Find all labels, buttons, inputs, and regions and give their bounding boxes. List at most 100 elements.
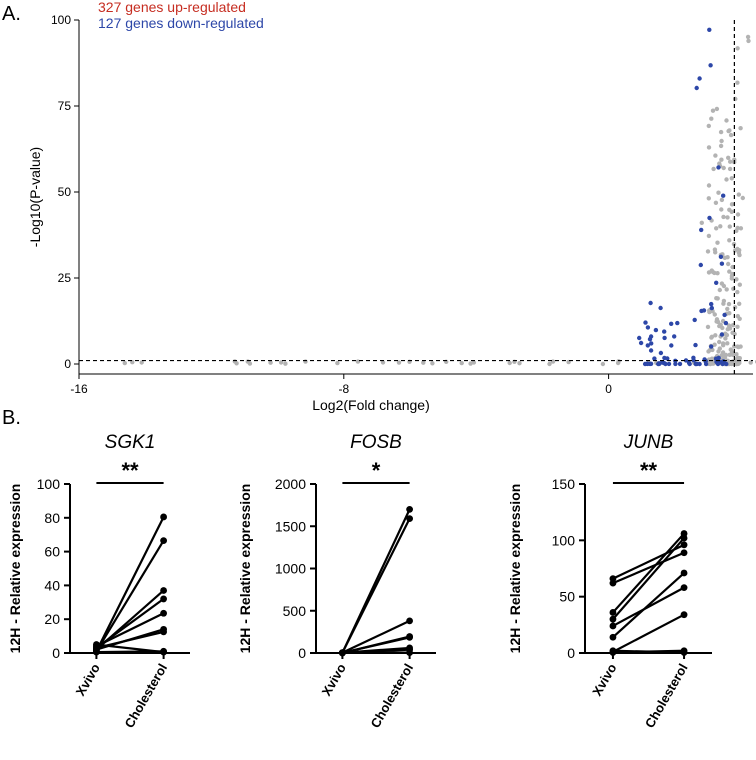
data-point xyxy=(726,155,731,160)
xvivo-point xyxy=(609,579,617,587)
data-point xyxy=(715,240,720,245)
y-tick-label: 100 xyxy=(51,13,71,27)
data-point xyxy=(732,344,737,349)
data-point xyxy=(733,96,738,102)
data-point xyxy=(709,116,714,121)
data-point xyxy=(738,344,743,349)
data-point xyxy=(706,183,712,188)
data-point xyxy=(693,342,698,348)
data-point xyxy=(719,207,724,212)
cholesterol-point xyxy=(680,534,688,542)
data-point xyxy=(705,249,711,254)
data-point xyxy=(737,301,742,306)
data-point xyxy=(723,336,728,341)
data-point xyxy=(707,309,712,315)
xvivo-point xyxy=(93,648,100,656)
cholesterol-point xyxy=(160,537,168,545)
data-point xyxy=(683,358,689,363)
data-point xyxy=(694,85,699,91)
data-point xyxy=(732,305,738,310)
y-tick-label: 0 xyxy=(64,357,71,371)
pair-line xyxy=(612,649,685,654)
data-point xyxy=(730,264,735,270)
cholesterol-point xyxy=(406,505,413,513)
y-tick-label: 500 xyxy=(283,603,307,619)
data-point xyxy=(666,361,672,367)
data-point xyxy=(730,352,735,357)
y-axis-title: 12H - Relative expression xyxy=(7,484,23,654)
cholesterol-point xyxy=(160,648,168,656)
data-point xyxy=(724,118,729,123)
data-point xyxy=(724,332,730,338)
cholesterol-point xyxy=(406,649,413,656)
data-point xyxy=(643,320,648,325)
data-point xyxy=(459,360,464,366)
plot-title: FOSB xyxy=(350,432,402,453)
cholesterol-point xyxy=(680,569,688,577)
data-point xyxy=(703,361,709,367)
data-point xyxy=(710,347,715,353)
cholesterol-point xyxy=(406,515,413,523)
data-point xyxy=(396,360,402,365)
x-category-label: Cholesterol xyxy=(367,661,416,730)
y-tick-label: 0 xyxy=(52,645,60,661)
data-point xyxy=(713,356,719,361)
cholesterol-point xyxy=(680,549,688,557)
significance-stars: ** xyxy=(640,458,658,483)
x-category-label: Xvivo xyxy=(73,661,103,699)
y-tick-label: 40 xyxy=(44,577,60,593)
data-point xyxy=(719,138,724,144)
data-point xyxy=(335,360,340,366)
y-tick-label: 1500 xyxy=(275,518,306,534)
data-point xyxy=(714,226,719,231)
data-point xyxy=(726,301,732,307)
pair-line xyxy=(95,612,165,648)
data-point xyxy=(718,224,723,229)
data-point xyxy=(729,209,734,214)
x-category-label: Cholesterol xyxy=(121,661,170,730)
data-point xyxy=(726,261,731,267)
data-point xyxy=(716,190,721,195)
data-point xyxy=(737,282,742,287)
data-point xyxy=(726,128,731,134)
pair-line xyxy=(612,572,685,639)
data-point xyxy=(699,227,704,233)
data-point xyxy=(268,360,273,365)
data-point xyxy=(748,360,753,365)
data-point xyxy=(724,177,729,182)
data-point xyxy=(736,192,741,197)
y-tick-label: 75 xyxy=(58,99,72,113)
x-tick-label: -16 xyxy=(70,382,88,396)
data-point xyxy=(706,196,711,201)
data-point xyxy=(663,361,668,367)
data-point xyxy=(713,153,718,158)
pair-line xyxy=(95,540,165,652)
data-point xyxy=(122,360,128,366)
data-point xyxy=(698,262,703,268)
data-point xyxy=(648,348,654,353)
data-point xyxy=(715,271,720,276)
data-point xyxy=(648,361,654,366)
data-point xyxy=(701,308,707,313)
data-point xyxy=(717,287,722,293)
data-point xyxy=(720,361,725,367)
data-point xyxy=(694,361,700,367)
xvivo-point xyxy=(609,615,617,623)
data-point xyxy=(380,360,386,365)
data-point xyxy=(283,361,288,366)
xvivo-point xyxy=(609,622,617,630)
data-point xyxy=(657,361,662,367)
data-point xyxy=(719,157,724,162)
data-point xyxy=(662,329,667,334)
pair-line xyxy=(612,613,685,653)
pair-line xyxy=(342,636,410,654)
data-point xyxy=(718,254,724,259)
data-point xyxy=(471,360,477,365)
sgk1-paired-plot: 0 20 40 60 80 100 Xvivo Cholesterol SGK1 12H - Re… xyxy=(7,432,190,730)
data-point xyxy=(709,305,714,311)
y-tick-label: 2000 xyxy=(275,476,306,492)
data-point xyxy=(727,166,733,172)
data-point xyxy=(725,215,730,220)
